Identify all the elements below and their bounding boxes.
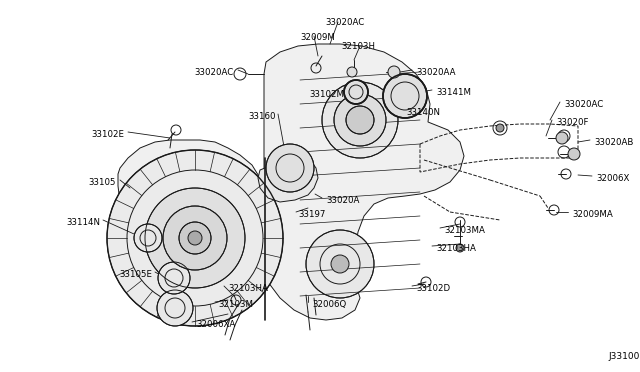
Circle shape <box>556 132 568 144</box>
Text: 33105E: 33105E <box>119 270 152 279</box>
Circle shape <box>347 67 357 77</box>
Circle shape <box>158 262 190 294</box>
Text: 33105: 33105 <box>88 178 116 187</box>
Text: 32103HA: 32103HA <box>436 244 476 253</box>
Text: 32006X: 32006X <box>596 174 629 183</box>
Text: 33102M: 33102M <box>309 90 344 99</box>
Text: 33020AC: 33020AC <box>325 18 365 27</box>
Text: 33160: 33160 <box>248 112 276 121</box>
Text: 32103M: 32103M <box>218 300 253 309</box>
Circle shape <box>163 206 227 270</box>
Polygon shape <box>264 44 464 320</box>
Circle shape <box>134 224 162 252</box>
Text: 32103H: 32103H <box>341 42 375 51</box>
Text: 32009M: 32009M <box>301 33 335 42</box>
Text: 33140N: 33140N <box>406 108 440 117</box>
Circle shape <box>331 255 349 273</box>
Circle shape <box>266 144 314 192</box>
Text: 33020F: 33020F <box>556 118 589 127</box>
Text: J331008G: J331008G <box>608 352 640 361</box>
Circle shape <box>344 80 368 104</box>
Circle shape <box>388 66 400 78</box>
Text: 33020AC: 33020AC <box>564 100 604 109</box>
Text: 32006XA: 32006XA <box>196 320 236 329</box>
Circle shape <box>157 290 193 326</box>
Circle shape <box>322 82 398 158</box>
Circle shape <box>383 74 427 118</box>
Text: 32103HA: 32103HA <box>228 284 268 293</box>
Circle shape <box>346 106 374 134</box>
Text: 33020AA: 33020AA <box>416 68 456 77</box>
Text: 33102E: 33102E <box>91 130 124 139</box>
Circle shape <box>568 148 580 160</box>
Circle shape <box>306 230 374 298</box>
Polygon shape <box>258 158 318 202</box>
Circle shape <box>456 244 464 252</box>
Circle shape <box>107 150 283 326</box>
Polygon shape <box>118 140 272 322</box>
Text: 32009MA: 32009MA <box>572 210 612 219</box>
Circle shape <box>179 222 211 254</box>
Text: 33020A: 33020A <box>326 196 360 205</box>
Circle shape <box>188 231 202 245</box>
Circle shape <box>145 188 245 288</box>
Text: 33102D: 33102D <box>416 284 450 293</box>
Text: 33114N: 33114N <box>66 218 100 227</box>
Text: 33141M: 33141M <box>436 88 471 97</box>
Text: 33197: 33197 <box>298 210 325 219</box>
Text: 32006Q: 32006Q <box>312 300 346 309</box>
Text: 33020AC: 33020AC <box>195 68 234 77</box>
Text: 33020AB: 33020AB <box>594 138 634 147</box>
Circle shape <box>496 124 504 132</box>
Text: 32103MA: 32103MA <box>444 226 485 235</box>
Circle shape <box>334 94 386 146</box>
